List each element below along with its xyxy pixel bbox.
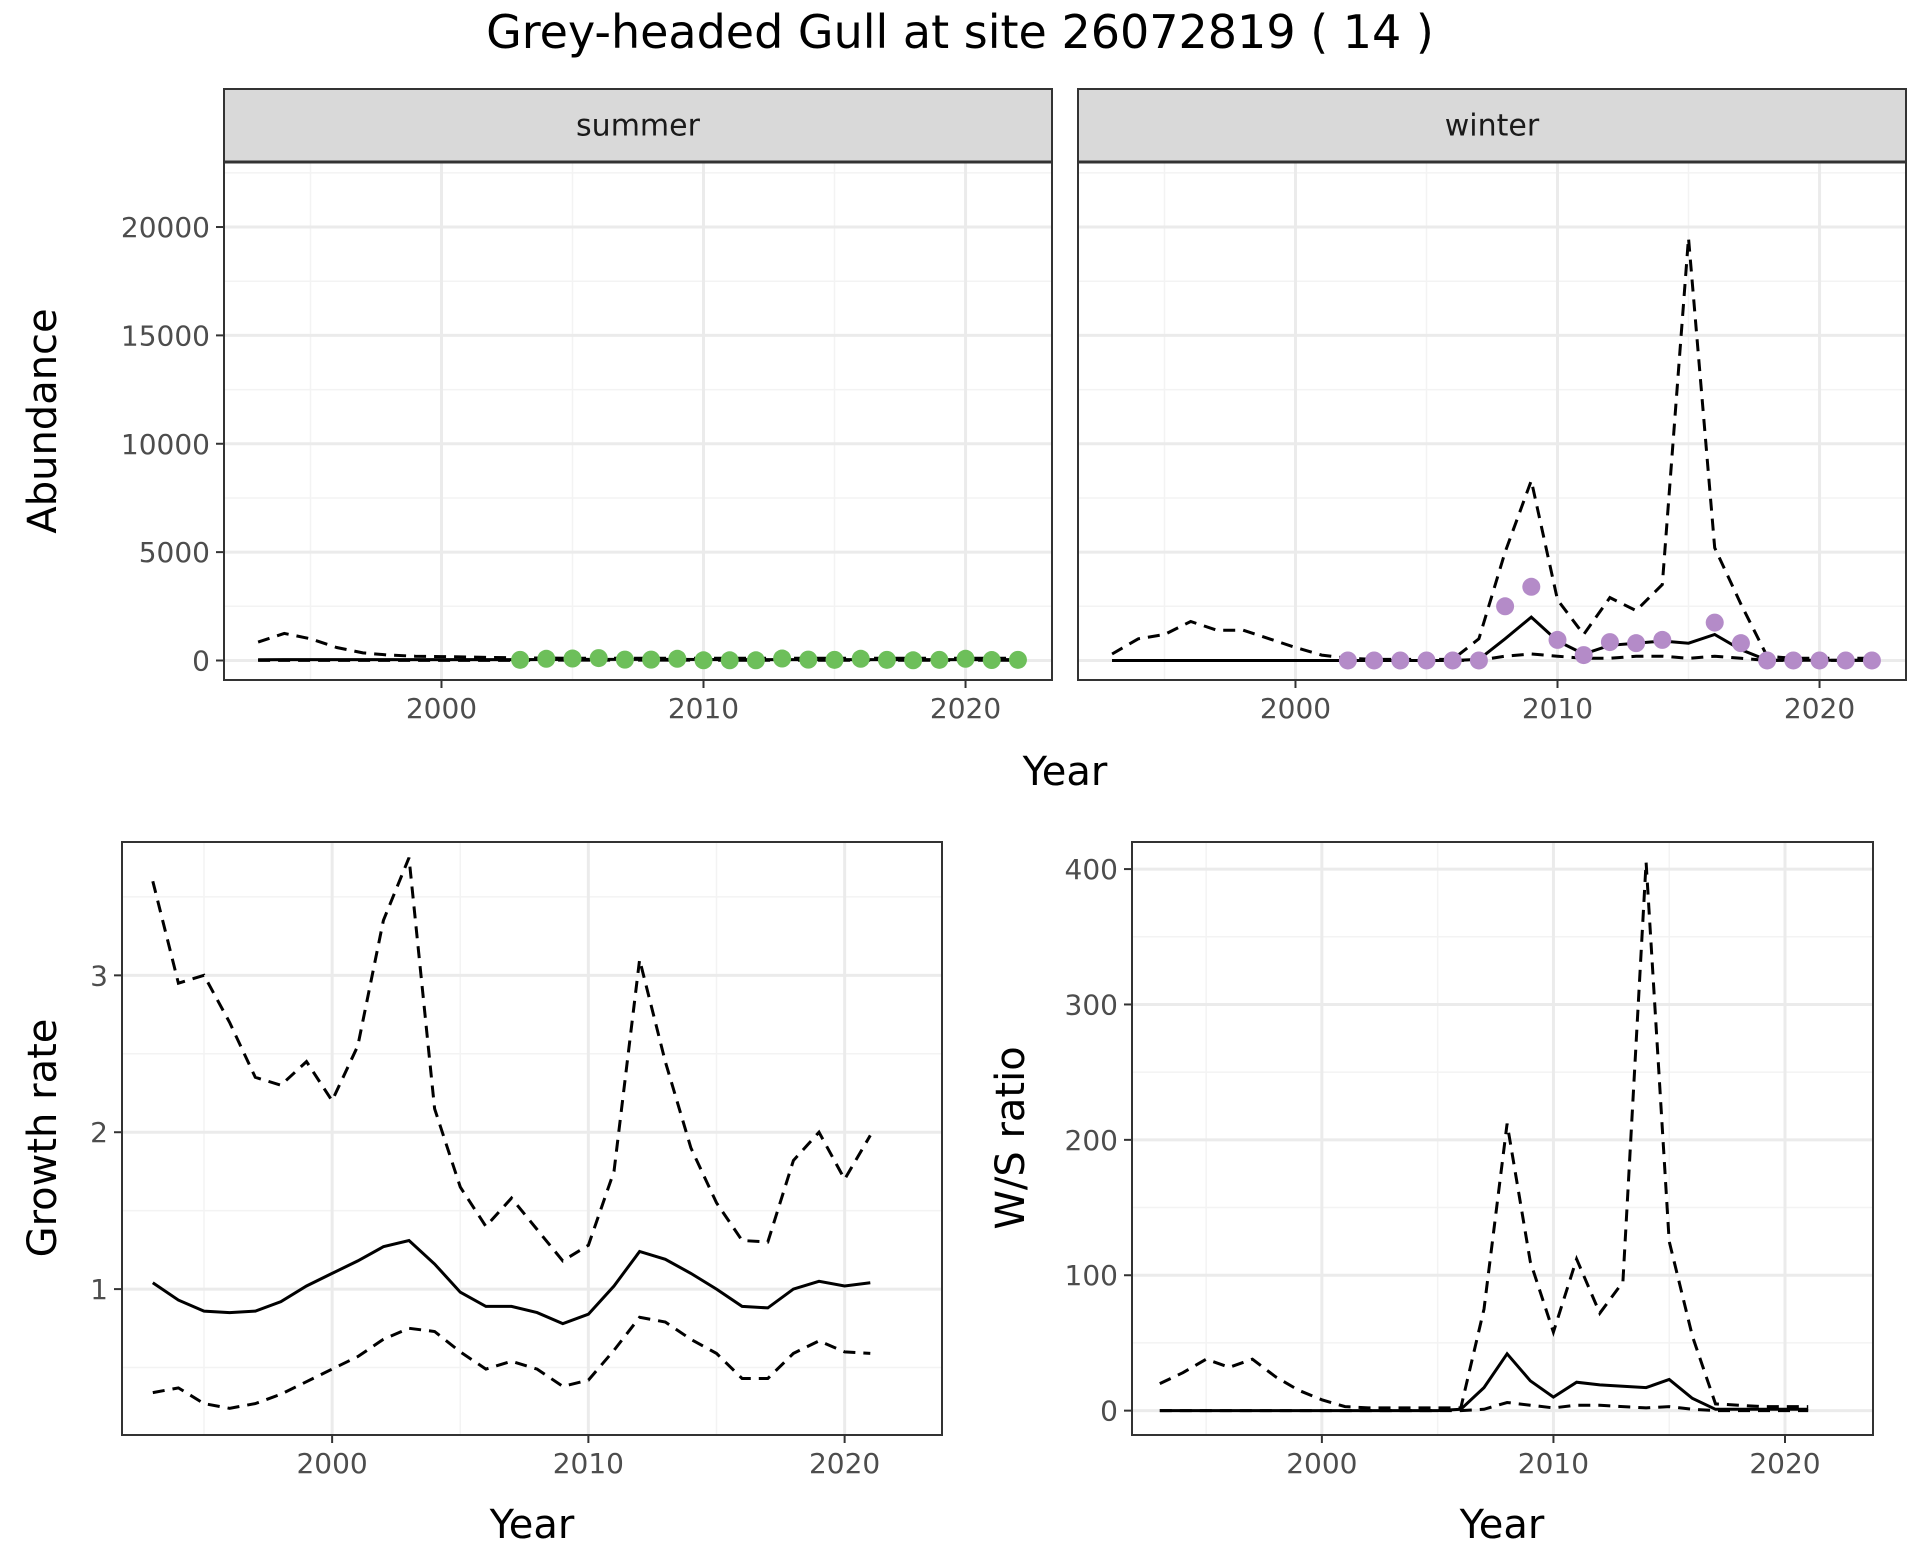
y-tick-label: 15000 <box>121 319 210 352</box>
observation-point <box>1365 651 1384 670</box>
panel-border <box>1077 161 1907 681</box>
facet-strip-label: summer <box>576 109 701 144</box>
panel-winter-abundance: winter 2000 2010 2020 <box>1077 88 1907 725</box>
lower-bound-line <box>152 1315 871 1410</box>
facet-strip <box>1077 88 1907 163</box>
observation-point <box>720 651 739 670</box>
observation-point <box>773 649 792 668</box>
y-tick-label: 0 <box>192 644 210 677</box>
observation-point <box>1338 651 1357 670</box>
observation-point <box>615 650 634 669</box>
observation-point <box>1758 651 1777 670</box>
y-tick-label: 2 <box>90 1116 108 1149</box>
x-tick-label: 2010 <box>668 692 739 725</box>
observation-point <box>563 649 582 668</box>
x-tick-label: 2020 <box>1749 1447 1820 1480</box>
x-axis-title-growth: Year <box>489 1502 575 1548</box>
y-tick-label: 3 <box>90 959 108 992</box>
observation-point <box>1705 613 1724 632</box>
mean-line <box>1159 1351 1809 1413</box>
observation-point <box>1627 634 1646 653</box>
facet-strip <box>223 88 1053 163</box>
x-tick-label: 2000 <box>296 1447 367 1480</box>
panel-border <box>223 161 1053 681</box>
observation-point <box>1548 630 1567 649</box>
panel-border <box>1131 841 1874 1436</box>
y-tick-label: 400 <box>1065 853 1118 886</box>
x-tick-label: 2000 <box>406 692 477 725</box>
upper-bound-line <box>1159 862 1809 1410</box>
main-title: Grey-headed Gull at site 26072819 ( 14 ) <box>486 5 1434 59</box>
observation-point <box>511 650 530 669</box>
x-tick-label: 2000 <box>1286 1447 1357 1480</box>
panel-summer-abundance: summer 2000 2010 2020 0 5000 10000 15000 20000 <box>121 88 1053 725</box>
observation-point <box>1600 633 1619 652</box>
observation-point <box>956 649 975 668</box>
observation-point <box>825 650 844 669</box>
x-tick-label: 2010 <box>553 1447 624 1480</box>
observation-point <box>589 649 608 668</box>
y-axis-title-abundance: Abundance <box>20 308 66 533</box>
observation-point <box>1469 651 1488 670</box>
y-tick-label: 10000 <box>121 428 210 461</box>
observation-point <box>1731 634 1750 653</box>
x-tick-label: 2020 <box>1784 692 1855 725</box>
observation-point <box>746 651 765 670</box>
upper-bound-line <box>151 857 872 1263</box>
observation-point <box>1522 577 1541 596</box>
observation-point <box>1862 651 1881 670</box>
observation-point <box>851 649 870 668</box>
x-tick-label: 2020 <box>930 692 1001 725</box>
y-tick-label: 300 <box>1065 988 1118 1021</box>
y-tick-label: 0 <box>1100 1395 1118 1428</box>
y-tick-label: 1 <box>90 1273 108 1306</box>
observation-point <box>1784 651 1803 670</box>
x-tick-label: 2010 <box>1518 1447 1589 1480</box>
observation-point <box>642 650 661 669</box>
observation-point <box>1653 630 1672 649</box>
observation-point <box>1496 597 1515 616</box>
observation-point <box>904 651 923 670</box>
panel-ws-ratio: 2000 2010 2020 0 100 200 300 400 <box>1065 841 1874 1480</box>
observation-point <box>982 651 1001 670</box>
x-axis-title-ratio: Year <box>1459 1502 1545 1548</box>
observation-point <box>1417 651 1436 670</box>
y-axis-title-ratio: W/S ratio <box>988 1046 1034 1229</box>
observation-point <box>1574 646 1593 665</box>
upper-bound-line <box>257 631 1018 660</box>
x-tick-label: 2010 <box>1522 692 1593 725</box>
x-axis-title-top: Year <box>1022 749 1108 795</box>
panel-border <box>121 841 943 1436</box>
mean-line <box>1112 615 1872 662</box>
y-tick-label: 5000 <box>139 536 210 569</box>
observation-point <box>694 651 713 670</box>
y-axis-title-growth: Growth rate <box>20 1019 66 1258</box>
observation-point <box>1008 650 1027 669</box>
observation-point <box>668 649 687 668</box>
observation-point <box>930 650 949 669</box>
y-tick-label: 200 <box>1065 1124 1118 1157</box>
observation-point <box>1836 651 1855 670</box>
observation-point <box>877 650 896 669</box>
panel-growth-rate: 2000 2010 2020 1 2 3 <box>90 841 943 1480</box>
observation-point <box>1810 651 1829 670</box>
observation-point <box>1443 651 1462 670</box>
upper-bound-line <box>1111 237 1872 661</box>
y-tick-label: 100 <box>1065 1259 1118 1292</box>
observation-point <box>799 650 818 669</box>
facet-strip-label: winter <box>1445 109 1540 144</box>
observation-point <box>1391 651 1410 670</box>
observation-point <box>537 649 556 668</box>
x-tick-label: 2020 <box>809 1447 880 1480</box>
mean-line <box>151 1238 871 1326</box>
y-tick-label: 20000 <box>121 211 210 244</box>
x-tick-label: 2000 <box>1260 692 1331 725</box>
